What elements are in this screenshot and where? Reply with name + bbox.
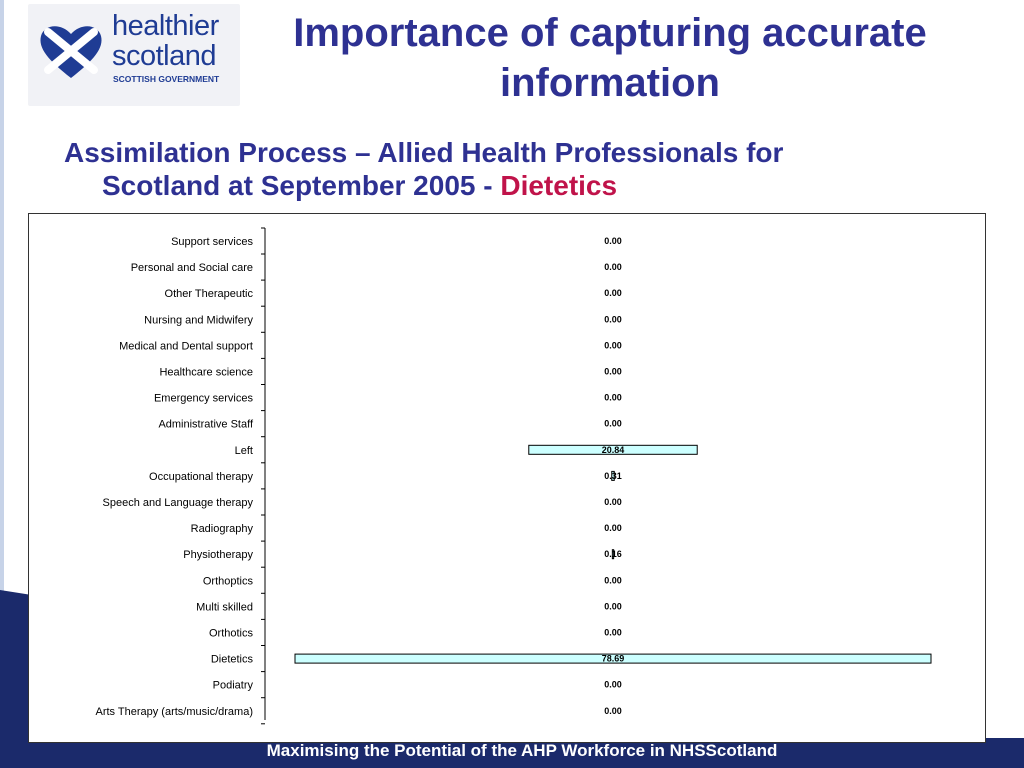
value-label: 0.00 bbox=[604, 706, 622, 716]
value-label: 0.00 bbox=[604, 314, 622, 324]
category-label: Nursing and Midwifery bbox=[144, 314, 253, 326]
category-label: Radiography bbox=[191, 523, 254, 535]
value-label: 0.00 bbox=[604, 497, 622, 507]
value-label: 0.00 bbox=[604, 262, 622, 272]
category-label: Left bbox=[235, 445, 253, 457]
page-title-line2: information bbox=[500, 61, 720, 105]
value-label: 0.31 bbox=[604, 471, 622, 481]
category-label: Multi skilled bbox=[196, 601, 253, 613]
subtitle-line2: Scotland at September 2005 - bbox=[102, 170, 501, 201]
category-label: Medical and Dental support bbox=[119, 340, 253, 352]
value-label: 0.00 bbox=[604, 523, 622, 533]
saltire-heart-icon bbox=[40, 26, 102, 79]
chart-frame: Support services 0.00 Personal and Social … bbox=[28, 213, 986, 743]
value-label: 20.84 bbox=[602, 445, 625, 455]
bar-chart: Support services 0.00 Personal and Social … bbox=[95, 227, 932, 725]
category-label: Personal and Social care bbox=[131, 262, 253, 274]
bar bbox=[611, 549, 615, 560]
page-title-line1: Importance of capturing accurate bbox=[293, 11, 927, 55]
value-label: 0.00 bbox=[604, 367, 622, 377]
category-label: Dietetics bbox=[211, 654, 254, 666]
bar bbox=[528, 444, 698, 455]
value-label: 0.00 bbox=[604, 340, 622, 350]
footer-text: Maximising the Potential of the AHP Work… bbox=[266, 741, 778, 760]
category-label: Healthcare science bbox=[159, 367, 253, 379]
value-label: 0.00 bbox=[604, 680, 622, 690]
value-label: 78.69 bbox=[602, 654, 625, 664]
category-label: Physiotherapy bbox=[183, 549, 253, 561]
logo-text-scotland: scotland bbox=[112, 40, 217, 72]
healthier-scotland-logo: healthier scotland SCOTTISH GOVERNMENT bbox=[28, 4, 240, 106]
value-label: 0.00 bbox=[604, 393, 622, 403]
value-label: 0.00 bbox=[604, 601, 622, 611]
category-label: Support services bbox=[171, 236, 253, 248]
logo-text-healthier: healthier bbox=[112, 10, 219, 42]
bar bbox=[294, 653, 932, 664]
logo-text-government: SCOTTISH GOVERNMENT bbox=[113, 74, 220, 84]
category-label: Arts Therapy (arts/music/drama) bbox=[95, 706, 253, 718]
page-title: Importance of capturing accurate informa… bbox=[240, 8, 980, 108]
category-label: Administrative Staff bbox=[158, 419, 254, 431]
subtitle-accent: Dietetics bbox=[500, 170, 618, 201]
category-label: Emergency services bbox=[154, 393, 254, 405]
category-label: Orthotics bbox=[209, 628, 254, 640]
category-label: Occupational therapy bbox=[149, 471, 253, 483]
category-label: Speech and Language therapy bbox=[103, 497, 254, 509]
value-label: 0.00 bbox=[604, 628, 622, 638]
value-label: 0.00 bbox=[604, 288, 622, 298]
category-label: Other Therapeutic bbox=[165, 288, 254, 300]
value-label: 0.00 bbox=[604, 236, 622, 246]
bar bbox=[611, 470, 615, 481]
value-label: 0.16 bbox=[604, 549, 622, 559]
value-label: 0.00 bbox=[604, 419, 622, 429]
value-label: 0.00 bbox=[604, 575, 622, 585]
category-label: Orthoptics bbox=[203, 575, 254, 587]
left-accent-rule bbox=[0, 0, 4, 600]
category-label: Podiatry bbox=[213, 680, 254, 692]
chart-subtitle: Assimilation Process – Allied Health Pro… bbox=[64, 136, 984, 202]
subtitle-line1: Assimilation Process – Allied Health Pro… bbox=[64, 137, 784, 168]
